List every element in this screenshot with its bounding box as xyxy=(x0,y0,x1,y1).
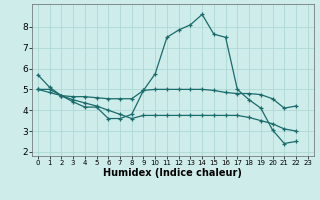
X-axis label: Humidex (Indice chaleur): Humidex (Indice chaleur) xyxy=(103,168,242,178)
